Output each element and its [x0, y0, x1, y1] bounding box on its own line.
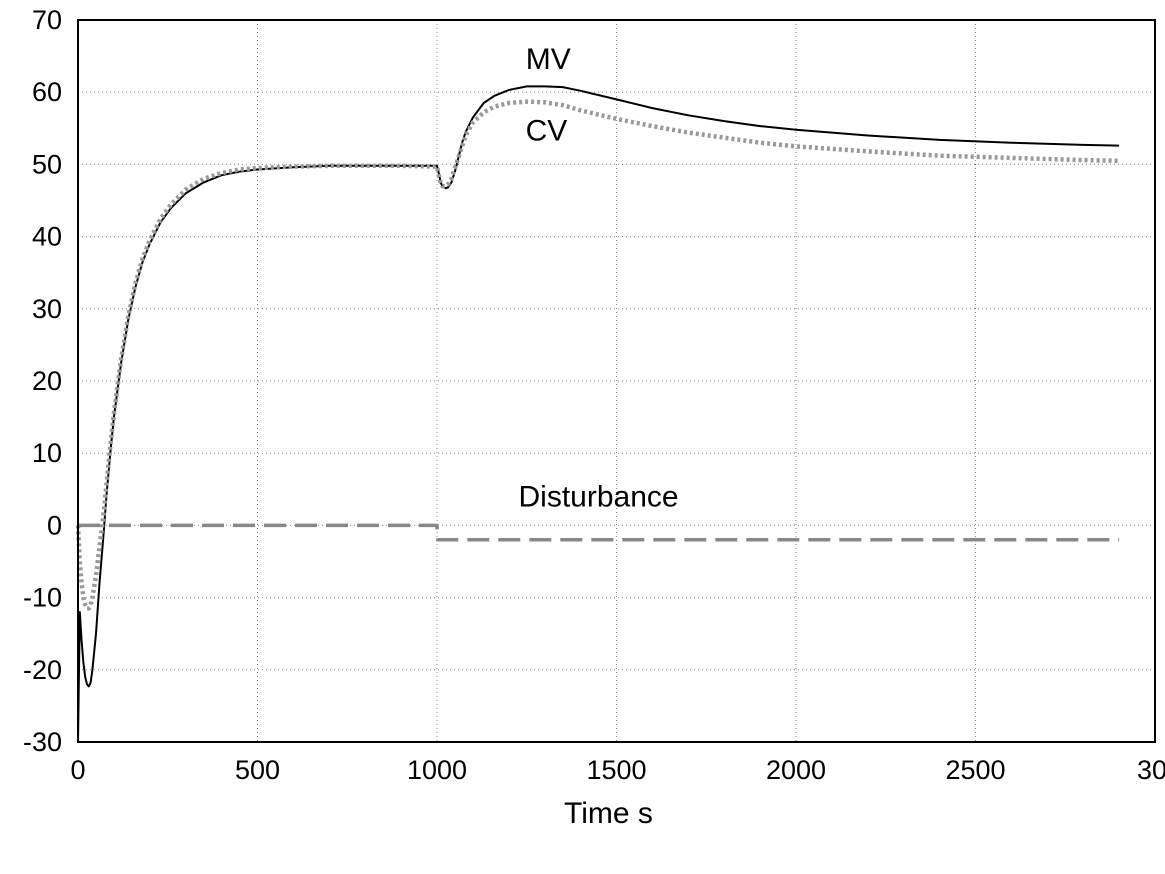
- series-group: [75, 85, 1120, 743]
- series-line-cv: [75, 99, 1120, 611]
- y-tick-label: 70: [32, 5, 62, 35]
- y-tick-label: -20: [23, 655, 62, 685]
- x-tick-label: 500: [235, 755, 280, 785]
- y-tick-label: 50: [32, 149, 62, 179]
- plot-frame: [77, 19, 1156, 743]
- x-axis-label: Time s: [564, 797, 653, 830]
- y-tick-label: 40: [32, 222, 62, 252]
- y-tick-label: 30: [32, 294, 62, 324]
- x-tick-label: 2500: [945, 755, 1005, 785]
- series-line-disturbance: [78, 523, 1120, 542]
- annotation-mv: MV: [526, 43, 571, 76]
- series-line-mv: [77, 85, 1120, 743]
- y-tick-label: 20: [32, 366, 62, 396]
- grid: [78, 20, 1155, 742]
- x-tick-label: 1000: [407, 755, 467, 785]
- x-tick-label: 1500: [586, 755, 646, 785]
- tick-labels: -30 -20 -10 0 10 20 30 40 50 60 70 0 500 1000 1500 2000…: [23, 5, 1165, 785]
- y-tick-label: 0: [47, 510, 62, 540]
- y-tick-label: -10: [23, 583, 62, 613]
- annotation-cv: CV: [526, 115, 568, 148]
- annotation-disturbance: Disturbance: [519, 481, 679, 514]
- annotations: MV CV Disturbance: [519, 43, 679, 514]
- x-tick-label: 0: [70, 755, 85, 785]
- y-tick-label: -30: [23, 727, 62, 757]
- y-tick-label: 10: [32, 438, 62, 468]
- x-tick-label: 2000: [766, 755, 826, 785]
- y-tick-label: 60: [32, 77, 62, 107]
- x-tick-label: 300: [1137, 755, 1165, 785]
